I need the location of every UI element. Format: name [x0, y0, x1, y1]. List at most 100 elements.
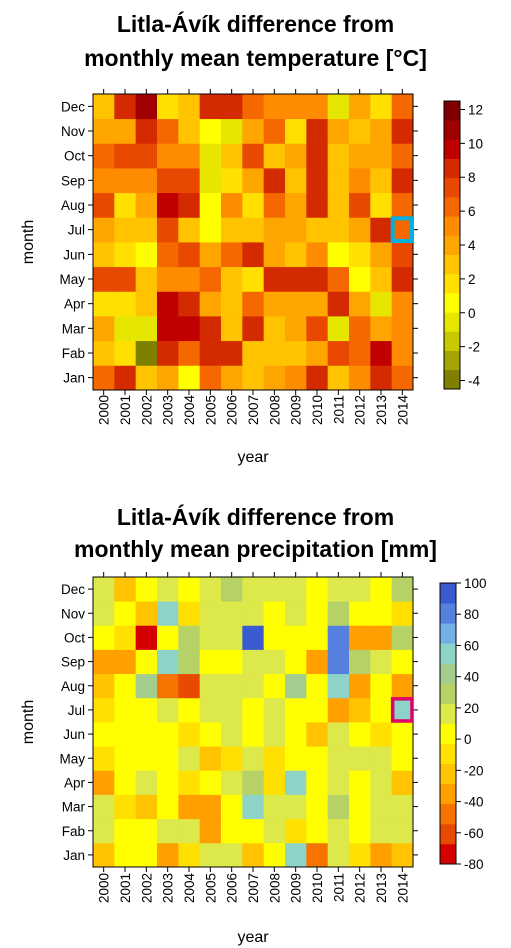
heatmap-cell: [93, 242, 115, 268]
heatmap-cell: [370, 842, 393, 868]
colorbar-tick-label: 60: [464, 638, 479, 653]
heatmap-cell: [114, 365, 137, 391]
colorbar-swatch: [444, 216, 460, 236]
heatmap-cell: [114, 316, 137, 342]
year-tick-label: 2001: [118, 873, 133, 903]
month-tick-label: Jul: [68, 703, 85, 718]
colorbar-swatch: [440, 583, 456, 604]
heatmap-cell: [93, 118, 115, 144]
colorbar-swatch: [444, 350, 460, 371]
heatmap-cell: [135, 625, 158, 650]
heatmap-cell: [349, 242, 371, 268]
heatmap-cell: [135, 842, 158, 868]
heatmap-cell: [93, 340, 115, 366]
heatmap-cell: [370, 577, 393, 602]
year-tick-label: 2008: [267, 873, 282, 903]
heatmap-cell: [199, 818, 222, 844]
heatmap-cell: [370, 601, 393, 626]
heatmap-cell: [242, 168, 265, 194]
highlight-box: [390, 697, 414, 723]
heatmap-cell: [242, 625, 265, 650]
heatmap-cell: [93, 842, 115, 868]
colorbar-tick-label: 0: [464, 732, 472, 747]
heatmap-cell: [349, 842, 371, 868]
heatmap-cell: [391, 673, 414, 699]
year-tick-label: 2000: [97, 395, 112, 425]
heatmap-cell: [327, 143, 350, 169]
month-tick-label: Aug: [61, 679, 85, 694]
month-tick-label: Oct: [64, 630, 85, 645]
year-tick-label: 2011: [331, 395, 346, 424]
year-tick-label: 2009: [289, 873, 304, 903]
year-tick-label: 2002: [139, 395, 154, 425]
heatmap-cell: [199, 118, 222, 144]
heatmap-cell: [370, 143, 393, 169]
colorbar-swatch: [444, 177, 460, 198]
heatmap-cell: [349, 217, 371, 243]
heatmap-cell: [199, 625, 222, 650]
heatmap-cell: [221, 143, 243, 169]
heatmap-cell: [114, 649, 137, 675]
colorbar-tick-label: -4: [468, 374, 480, 389]
heatmap-cell: [221, 365, 243, 391]
heatmap-cell: [263, 649, 286, 675]
heatmap-cell: [93, 577, 115, 602]
heatmap-cell: [157, 601, 179, 626]
heatmap-cell: [199, 601, 222, 626]
heatmap-cell: [285, 365, 307, 391]
chart-title-line: Litla-Ávík difference from: [117, 503, 394, 530]
heatmap-cell: [327, 242, 350, 268]
heatmap-cell: [285, 266, 307, 292]
heatmap-cell: [135, 365, 158, 391]
heatmap-cell: [370, 365, 393, 391]
heatmap-cell: [285, 770, 307, 795]
year-tick-label: 2005: [203, 873, 218, 903]
heatmap-cell: [135, 217, 158, 243]
heatmap-cell: [285, 746, 307, 771]
heatmap-cell: [327, 722, 350, 747]
year-tick-label: 2007: [246, 395, 261, 425]
heatmap-cell: [221, 625, 243, 650]
heatmap-cell: [391, 365, 414, 391]
heatmap-cell: [327, 118, 350, 144]
heatmap-cell: [114, 291, 137, 317]
heatmap-cell: [178, 649, 201, 675]
colorbar-swatch: [444, 273, 460, 294]
chart-title-line: monthly mean precipitation [mm]: [74, 536, 437, 562]
heatmap-cell: [391, 601, 414, 626]
heatmap-cell: [93, 722, 115, 747]
heatmap-cell: [391, 192, 414, 218]
heatmap-cell: [306, 217, 329, 243]
heatmap-cell: [370, 649, 393, 675]
heatmap-cell: [199, 842, 222, 868]
heatmap-cell: [135, 818, 158, 844]
colorbar-swatch: [440, 643, 456, 664]
heatmap-cell: [242, 94, 265, 120]
colorbar: 12 10 8 6 4 2 0 -2 -4: [443, 100, 483, 390]
year-tick-label: 2003: [161, 873, 176, 903]
heatmap-cell: [199, 649, 222, 675]
heatmap-cell: [349, 746, 371, 771]
colorbar-swatch: [440, 763, 456, 785]
heatmap-cell: [199, 697, 222, 723]
heatmap-cell: [391, 722, 414, 747]
heatmap-cell: [242, 340, 265, 366]
heatmap-cell: [114, 266, 137, 292]
heatmap-cell: [370, 794, 393, 820]
heatmap-cell: [327, 168, 350, 194]
heatmap-cell: [178, 316, 201, 342]
heatmap-cell: [135, 143, 158, 169]
heatmap-cell: [221, 746, 243, 771]
heatmap-cell: [157, 746, 179, 771]
heatmap-cell: [263, 673, 286, 699]
heatmap-cell: [327, 94, 350, 120]
heatmap-cell: [221, 673, 243, 699]
colorbar-tick-label: 12: [468, 102, 483, 117]
colorbar-swatch: [440, 663, 456, 684]
heatmap-cell: [306, 649, 329, 675]
colorbar-tick-label: -2: [468, 340, 480, 355]
heatmap-cell: [178, 291, 201, 317]
heatmap-cell: [306, 601, 329, 626]
heatmap-cell: [285, 291, 307, 317]
